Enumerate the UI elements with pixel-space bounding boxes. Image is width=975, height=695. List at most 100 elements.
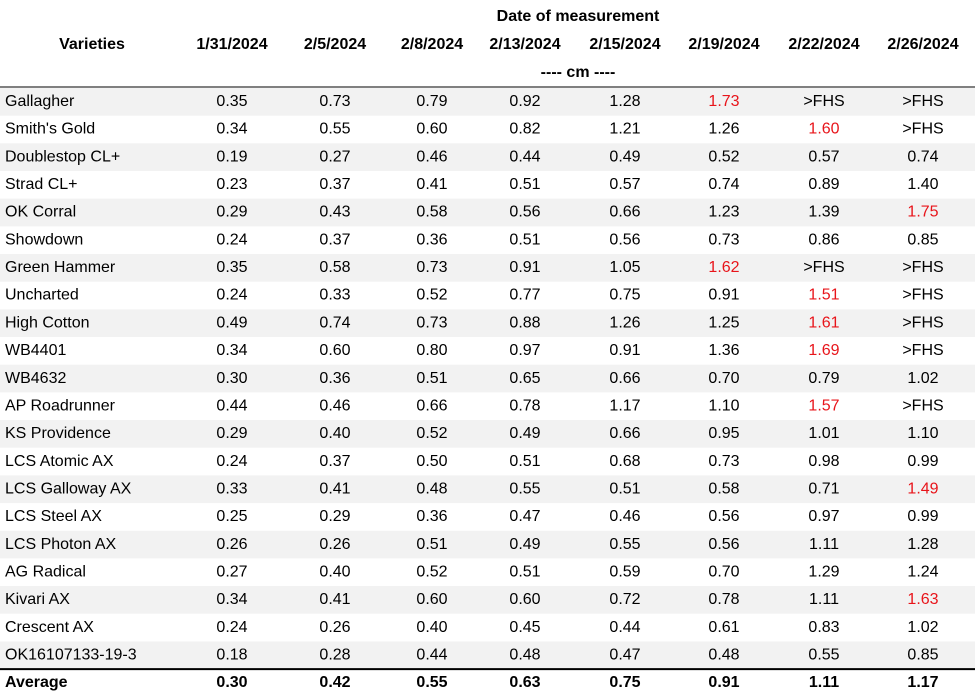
variety-name: Green Hammer bbox=[5, 259, 116, 276]
variety-name: LCS Galloway AX bbox=[5, 480, 132, 497]
cell-value: 0.24 bbox=[216, 453, 247, 470]
cell-value: 0.51 bbox=[609, 480, 640, 497]
cell-value: 0.34 bbox=[216, 342, 247, 359]
cell-value: 0.58 bbox=[319, 259, 350, 276]
row-band bbox=[0, 88, 975, 116]
cell-value: 0.26 bbox=[319, 619, 350, 636]
cell-value: 0.33 bbox=[319, 287, 350, 304]
cell-value: 0.97 bbox=[509, 342, 540, 359]
row-band bbox=[0, 364, 975, 393]
cell-value: 0.89 bbox=[808, 176, 839, 193]
variety-name: Uncharted bbox=[5, 287, 79, 304]
cell-value: 1.02 bbox=[907, 619, 938, 636]
cell-value: 0.51 bbox=[509, 176, 540, 193]
cell-value: 0.74 bbox=[319, 314, 350, 331]
cell-value: 1.25 bbox=[708, 314, 739, 331]
cell-value: 0.50 bbox=[416, 453, 447, 470]
cell-value: 1.49 bbox=[907, 480, 938, 497]
cell-value: 0.41 bbox=[319, 591, 350, 608]
cell-value: 0.78 bbox=[509, 397, 540, 414]
cell-value: 0.91 bbox=[609, 342, 640, 359]
row-band bbox=[0, 586, 975, 614]
cell-value: 0.73 bbox=[416, 259, 447, 276]
cell-value: 0.51 bbox=[416, 536, 447, 553]
cell-value: 0.36 bbox=[416, 231, 447, 248]
cell-value: 0.35 bbox=[216, 93, 247, 110]
cell-value: 0.48 bbox=[509, 646, 540, 663]
cell-value: 0.36 bbox=[319, 370, 350, 387]
cell-value: 1.62 bbox=[708, 259, 739, 276]
average-value: 0.55 bbox=[416, 674, 447, 691]
cell-value: 1.63 bbox=[907, 591, 938, 608]
cell-value: 0.72 bbox=[609, 591, 640, 608]
variety-name: LCS Photon AX bbox=[5, 536, 117, 553]
cell-value: 1.11 bbox=[809, 536, 839, 553]
cell-value: 0.59 bbox=[609, 563, 640, 580]
cell-value: 0.34 bbox=[216, 121, 247, 138]
cell-value: 0.45 bbox=[509, 619, 540, 636]
cell-value: 0.55 bbox=[319, 121, 350, 138]
cell-value: 1.61 bbox=[808, 314, 839, 331]
cell-value: >FHS bbox=[803, 259, 844, 276]
cell-value: 1.26 bbox=[708, 121, 739, 138]
cell-value: 0.77 bbox=[509, 287, 540, 304]
cell-value: 0.91 bbox=[708, 287, 739, 304]
cell-value: >FHS bbox=[902, 287, 943, 304]
cell-value: 0.49 bbox=[509, 536, 540, 553]
cell-value: 0.48 bbox=[416, 480, 447, 497]
cell-value: 0.26 bbox=[216, 536, 247, 553]
cell-value: >FHS bbox=[902, 397, 943, 414]
cell-value: 0.68 bbox=[609, 453, 640, 470]
cell-value: 0.44 bbox=[509, 148, 540, 165]
cell-value: 0.66 bbox=[609, 370, 640, 387]
cell-value: 0.37 bbox=[319, 176, 350, 193]
cell-value: 0.83 bbox=[808, 619, 839, 636]
variety-name: Doublestop CL+ bbox=[5, 148, 120, 165]
cell-value: 1.23 bbox=[708, 204, 739, 221]
cell-value: 0.25 bbox=[216, 508, 247, 525]
cell-value: 0.27 bbox=[216, 563, 247, 580]
cell-value: 0.88 bbox=[509, 314, 540, 331]
cell-value: 0.37 bbox=[319, 453, 350, 470]
cell-value: 0.73 bbox=[708, 453, 739, 470]
cell-value: >FHS bbox=[902, 314, 943, 331]
cell-value: >FHS bbox=[902, 259, 943, 276]
cell-value: 1.29 bbox=[808, 563, 839, 580]
row-band bbox=[0, 530, 975, 559]
cell-value: 0.52 bbox=[416, 287, 447, 304]
cell-value: 0.49 bbox=[609, 148, 640, 165]
cell-value: 0.99 bbox=[907, 508, 938, 525]
cell-value: 0.27 bbox=[319, 148, 350, 165]
cell-value: 1.51 bbox=[808, 287, 839, 304]
variety-name: OK16107133-19-3 bbox=[5, 646, 137, 663]
column-header: 2/5/2024 bbox=[304, 36, 366, 53]
cell-value: 1.21 bbox=[609, 121, 640, 138]
cell-value: 1.60 bbox=[808, 121, 839, 138]
row-band bbox=[0, 143, 975, 172]
cell-value: 0.35 bbox=[216, 259, 247, 276]
row-band bbox=[0, 309, 975, 338]
cell-value: 1.73 bbox=[708, 93, 739, 110]
cell-value: 0.56 bbox=[708, 508, 739, 525]
cell-value: 0.41 bbox=[319, 480, 350, 497]
cell-value: 0.66 bbox=[416, 397, 447, 414]
cell-value: 1.05 bbox=[609, 259, 640, 276]
column-header: 2/19/2024 bbox=[688, 36, 759, 53]
cell-value: 1.75 bbox=[907, 204, 938, 221]
average-value: 0.63 bbox=[509, 674, 540, 691]
variety-name: Gallagher bbox=[5, 93, 75, 110]
cell-value: 0.55 bbox=[808, 646, 839, 663]
cell-value: 0.56 bbox=[609, 231, 640, 248]
cell-value: 0.26 bbox=[319, 536, 350, 553]
cell-value: 0.85 bbox=[907, 646, 938, 663]
column-header: 1/31/2024 bbox=[196, 36, 267, 53]
cell-value: 0.51 bbox=[416, 370, 447, 387]
variety-name: WB4632 bbox=[5, 370, 66, 387]
cell-value: 0.70 bbox=[708, 370, 739, 387]
variety-name: LCS Atomic AX bbox=[5, 453, 114, 470]
average-value: 1.17 bbox=[907, 674, 938, 691]
cell-value: 0.51 bbox=[509, 453, 540, 470]
group-header: Date of measurement bbox=[497, 8, 660, 25]
cell-value: 0.79 bbox=[808, 370, 839, 387]
